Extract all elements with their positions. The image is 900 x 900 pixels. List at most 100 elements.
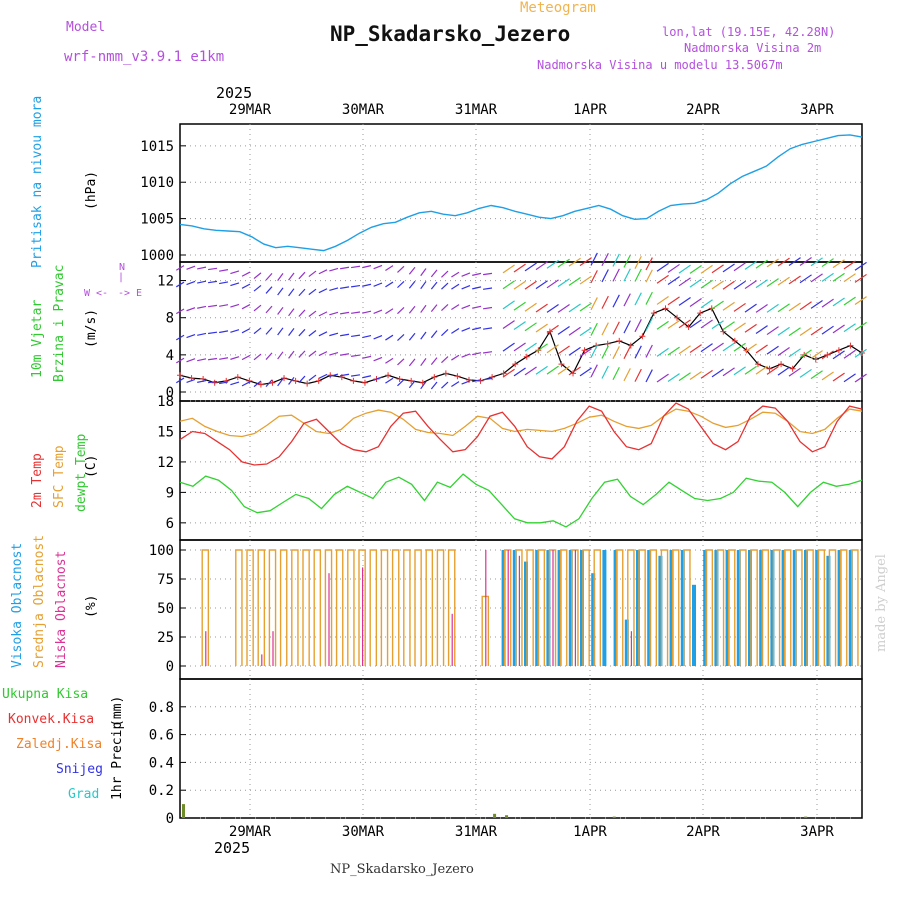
wind-barb bbox=[535, 365, 548, 375]
wind-barb bbox=[612, 367, 620, 381]
wind-barb bbox=[208, 357, 218, 361]
wind-barb bbox=[832, 324, 845, 334]
wind-speed-marker bbox=[489, 374, 496, 381]
wind-barb bbox=[832, 297, 845, 307]
wind-barb bbox=[373, 356, 383, 362]
ytick-label-wind-3: 12 bbox=[157, 274, 174, 290]
wind-barb bbox=[385, 334, 394, 341]
wind-speed-marker bbox=[408, 377, 415, 384]
wind-barb bbox=[821, 350, 834, 360]
precip-legend-conv: Konvek.Kisa bbox=[8, 712, 95, 727]
wind-barb bbox=[208, 331, 218, 335]
wind-barb bbox=[777, 276, 790, 286]
wind-speed-marker bbox=[246, 377, 253, 384]
wind-barb bbox=[722, 342, 735, 352]
wind-barb bbox=[832, 259, 845, 269]
ytick-label-precip-3: 0.6 bbox=[149, 728, 174, 744]
wind-speed-marker bbox=[281, 375, 288, 382]
wind-barb bbox=[397, 333, 405, 342]
wind-barb bbox=[733, 262, 746, 272]
wind-barb bbox=[441, 282, 449, 290]
wind-barb bbox=[308, 350, 317, 357]
cloud-bar-low bbox=[507, 550, 509, 666]
wind-barb bbox=[821, 371, 834, 381]
wind-barb bbox=[623, 254, 631, 268]
wind-barb bbox=[634, 368, 642, 382]
wind-barb bbox=[601, 322, 609, 336]
wind-barb bbox=[230, 329, 240, 333]
wind-barb bbox=[340, 286, 350, 289]
wind-speed-marker bbox=[269, 379, 276, 386]
cloud-bar-mid bbox=[649, 549, 658, 666]
sfc-temp-line bbox=[179, 408, 863, 438]
day-label-top-2: 31MAR bbox=[455, 102, 498, 118]
wind-barb bbox=[483, 377, 493, 381]
wind-barb bbox=[340, 353, 350, 356]
wind-barb bbox=[678, 277, 691, 287]
wind-barb bbox=[362, 334, 372, 339]
cloud-bar-low bbox=[485, 550, 487, 666]
cloud-bar-high bbox=[602, 550, 607, 666]
ytick-label-wind-2: 8 bbox=[166, 311, 174, 327]
wind-barb bbox=[535, 280, 548, 290]
wind-barb bbox=[535, 303, 548, 313]
wind-barb bbox=[340, 266, 350, 270]
wind-barb bbox=[277, 378, 284, 387]
wind-barb bbox=[557, 303, 570, 313]
wind-speed-marker bbox=[616, 337, 623, 344]
wind-barb bbox=[821, 272, 834, 282]
wind-barb bbox=[799, 368, 812, 378]
wind-barb bbox=[253, 284, 262, 292]
wind-barb bbox=[623, 320, 631, 334]
wind-barb bbox=[175, 334, 185, 341]
wind-barb bbox=[634, 345, 642, 359]
wind-barb bbox=[472, 286, 482, 290]
wind-barb bbox=[568, 326, 581, 336]
precip-bar bbox=[612, 816, 616, 818]
wind-barb bbox=[667, 276, 680, 285]
cloud-bar-mid bbox=[201, 549, 210, 666]
wind-barb bbox=[601, 269, 609, 283]
wind-barb bbox=[197, 379, 207, 383]
wind-barb bbox=[590, 270, 598, 284]
top-year: 2025 bbox=[216, 84, 253, 102]
cloud-bar-mid bbox=[335, 549, 344, 666]
wind-speed-marker bbox=[523, 353, 530, 360]
wind-barb bbox=[843, 260, 856, 270]
day-label-top-5: 3APR bbox=[800, 102, 834, 118]
wind-barb bbox=[788, 275, 801, 285]
wind-barb bbox=[744, 323, 757, 333]
wind-barb bbox=[711, 320, 724, 330]
wind-barb bbox=[420, 281, 427, 290]
wind-barb bbox=[568, 257, 581, 267]
panel-frame-precip bbox=[179, 678, 863, 819]
wind-barb bbox=[700, 319, 713, 329]
pressure-line bbox=[179, 134, 863, 252]
wind-barb bbox=[385, 265, 394, 272]
wind-barb bbox=[483, 327, 493, 330]
wind-barb bbox=[689, 278, 702, 288]
wind-barb bbox=[755, 304, 768, 313]
wind-barb bbox=[472, 352, 482, 356]
wind-barb bbox=[441, 381, 449, 389]
wind-barb bbox=[483, 306, 493, 310]
cloud-bar-mid bbox=[313, 549, 322, 666]
wind-barb bbox=[502, 320, 515, 330]
cloud-bar-high bbox=[736, 550, 741, 666]
wind-barb bbox=[700, 279, 713, 289]
wind-barb bbox=[601, 345, 609, 359]
cloud-bar-mid bbox=[750, 549, 758, 666]
wind-barb bbox=[397, 280, 405, 289]
wind-speed-marker bbox=[465, 376, 472, 383]
wind-barb bbox=[546, 324, 559, 334]
cloud-bar-mid bbox=[839, 549, 848, 666]
wind-barb bbox=[810, 370, 823, 380]
day-label-top-3: 1APR bbox=[573, 102, 607, 118]
cloud-bar-high bbox=[568, 550, 573, 666]
wind-barb bbox=[612, 346, 620, 360]
wind-barb bbox=[557, 326, 570, 335]
wind-barb bbox=[502, 368, 515, 378]
wind-barb bbox=[788, 348, 801, 358]
wind-barb bbox=[557, 345, 570, 355]
wind-barb bbox=[546, 279, 559, 289]
